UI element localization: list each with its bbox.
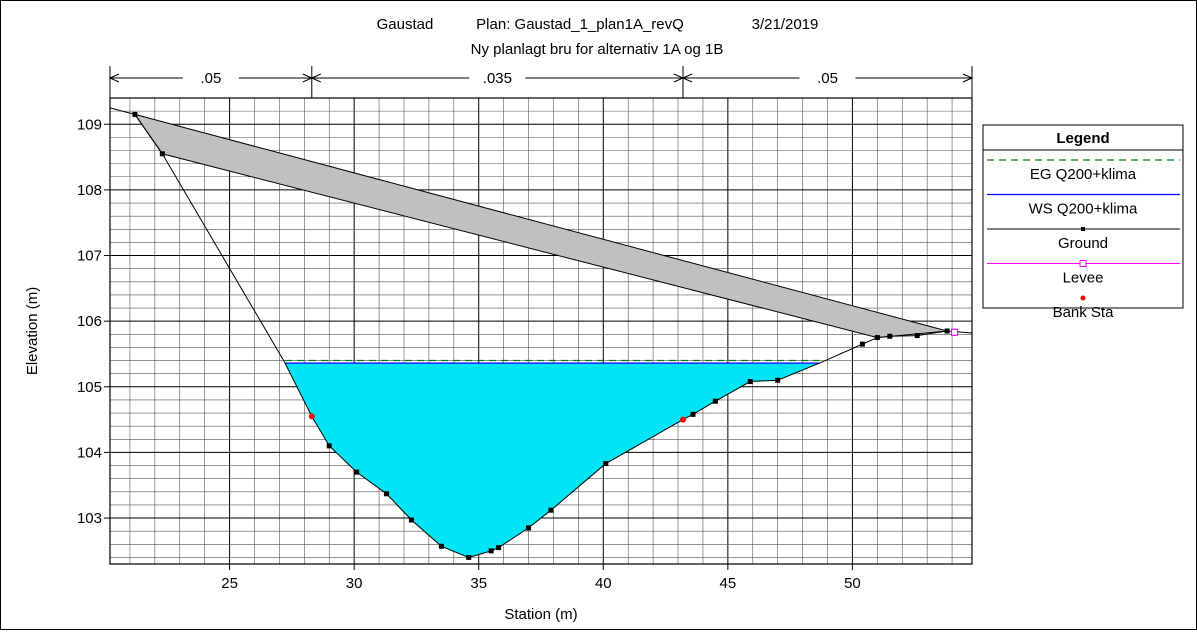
ground-point (775, 377, 781, 383)
y-tick-label: 106 (77, 313, 102, 330)
legend-entries: EG Q200+klima WS Q200+klima Ground Levee Ban… (987, 159, 1180, 321)
ground-point (159, 151, 165, 157)
legend-entry-label: WS Q200+klima (1029, 201, 1138, 218)
legend: Legend EG Q200+klima WS Q200+klima Ground L… (982, 124, 1184, 321)
chart-subtitle: Ny planlagt bru for alternativ 1A og 1B (471, 41, 724, 58)
legend-box (982, 124, 1184, 309)
mannings-arrow-head (962, 73, 974, 83)
legend-swatch-ground-marker (1081, 227, 1085, 231)
plot-frame (109, 97, 973, 565)
chart-title: Gaustad Plan: Gaustad_1_plan1A_revQ 3/21… (377, 16, 819, 58)
mannings-arrow-head (681, 73, 693, 83)
legend-entry-label: EG Q200+klima (1030, 166, 1137, 183)
ground-point (132, 111, 138, 117)
y-tick-label: 105 (77, 379, 102, 396)
ground-point (466, 554, 472, 560)
ground-point (914, 333, 920, 339)
y-tick-label: 103 (77, 510, 102, 527)
legend-swatch-levee-marker (1079, 260, 1087, 267)
legend-entry-label: Bank Sta (1053, 304, 1115, 321)
levee-point (950, 328, 959, 336)
bank-station-point (680, 416, 687, 423)
legend-entry-label: Levee (1063, 270, 1104, 287)
ground-point (526, 525, 532, 531)
lines (109, 107, 973, 558)
x-tick-label: 25 (221, 575, 238, 592)
ground-point (548, 507, 554, 513)
ground-point (354, 469, 360, 475)
mannings-n-value: .035 (483, 70, 512, 87)
water-fill (285, 363, 820, 558)
legend-swatch-bank (1080, 295, 1086, 301)
y-tick-label: 108 (77, 182, 102, 199)
ground-point (874, 335, 880, 341)
x-tick-label: 30 (346, 575, 363, 592)
x-tick-label: 40 (595, 575, 612, 592)
axes: 25 30 35 40 45 50 103 104 105 106 107 108 109 (77, 97, 973, 592)
x-tick-label: 35 (470, 575, 487, 592)
ground-point (603, 461, 609, 467)
mannings-arrow-head (108, 73, 120, 83)
title-plan: Plan: Gaustad_1_plan1A_revQ (476, 16, 684, 33)
x-tick-label: 50 (844, 575, 861, 592)
ground-point (859, 341, 865, 347)
ground-line (109, 107, 973, 558)
markers (132, 111, 959, 560)
title-date: 3/21/2019 (752, 16, 819, 33)
mannings-n-value: .05 (817, 70, 838, 87)
ground-point (438, 543, 444, 549)
mannings-arrow-head (310, 73, 322, 83)
mannings-n-annotations: .05 .035 .05 (108, 66, 974, 98)
x-axis-label: Station (m) (504, 606, 577, 623)
ground-point (712, 398, 718, 404)
mannings-n-value: .05 (200, 70, 221, 87)
legend-entry-label: Ground (1058, 235, 1108, 252)
ground-point (496, 545, 502, 551)
ground-point (408, 517, 414, 523)
ground-point (384, 491, 390, 497)
ground-point (887, 333, 893, 339)
y-axis-label: Elevation (m) (24, 287, 41, 375)
x-tick-label: 45 (720, 575, 737, 592)
ground-point (690, 411, 696, 417)
ground-point (747, 379, 753, 385)
ground-point (944, 328, 950, 334)
ground-point (326, 443, 332, 449)
legend-title: Legend (1056, 130, 1109, 147)
y-tick-label: 109 (77, 116, 102, 133)
title-project: Gaustad (377, 16, 434, 33)
y-tick-label: 107 (77, 248, 102, 265)
y-tick-label: 104 (77, 444, 102, 461)
bank-station-point (308, 413, 315, 420)
ground-point (488, 548, 494, 554)
